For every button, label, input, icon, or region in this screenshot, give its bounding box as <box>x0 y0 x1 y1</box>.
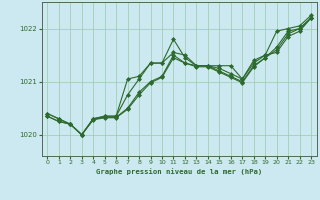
X-axis label: Graphe pression niveau de la mer (hPa): Graphe pression niveau de la mer (hPa) <box>96 168 262 175</box>
